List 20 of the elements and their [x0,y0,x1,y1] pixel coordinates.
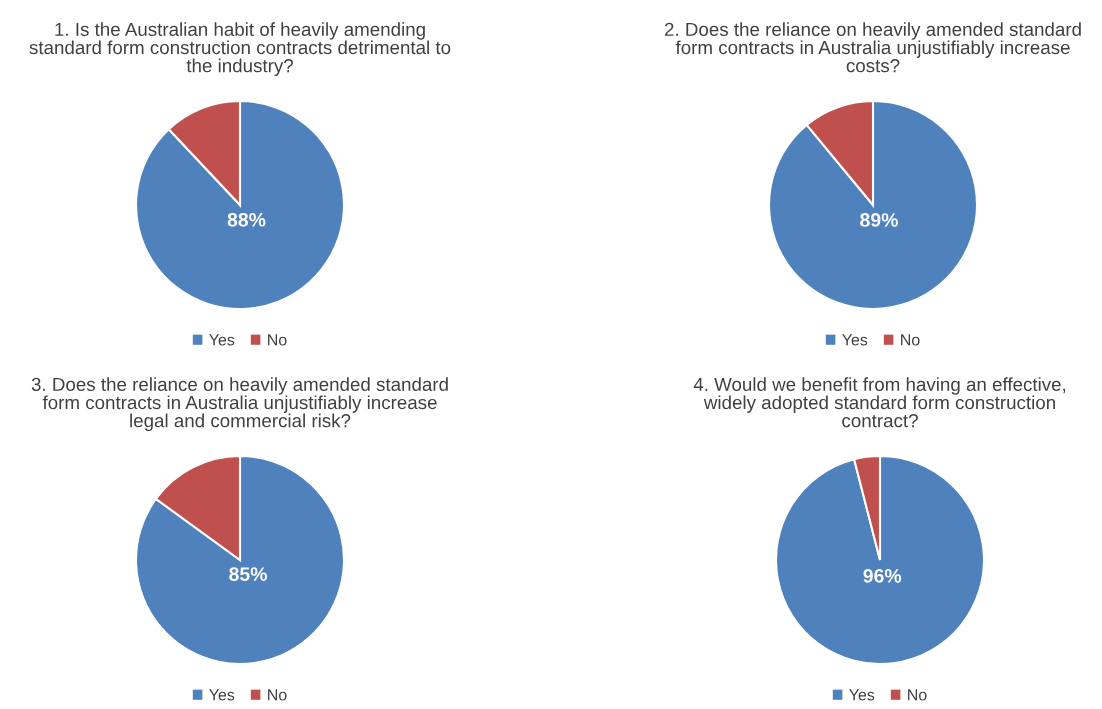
legend-label: No [268,689,287,701]
legend-label: Yes [842,334,868,346]
legend-label: No [908,689,927,701]
chart-title: 3. Does the reliance on heavily amended standard form contracts in Australia unjustifiably increase legal and commercial risk? [31,377,448,432]
legend-label: No [268,334,287,346]
chart-title: 1. Is the Australian habit of heavily amending standard form construction contracts detrimental to the industry? [29,22,451,77]
legend-label: Yes [849,689,875,701]
pie-slice [134,99,346,311]
legend-label: No [901,334,920,346]
chart-title: 2. Does the reliance on heavily amended standard form contracts in Australia unjustifiably increase costs? [664,22,1081,73]
data-label: 88% [227,212,266,227]
pie-slice [134,454,346,666]
legend-label: Yes [209,334,235,346]
data-label: 85% [229,567,267,581]
pie-slice [767,99,979,311]
chart-title: 4. Would we benefit from having an effective, widely adopted standard form construction contract? [693,377,1066,428]
pie-slice [774,454,986,666]
data-label: 89% [860,213,898,227]
data-label: 96% [863,568,902,583]
legend-label: Yes [209,689,235,701]
